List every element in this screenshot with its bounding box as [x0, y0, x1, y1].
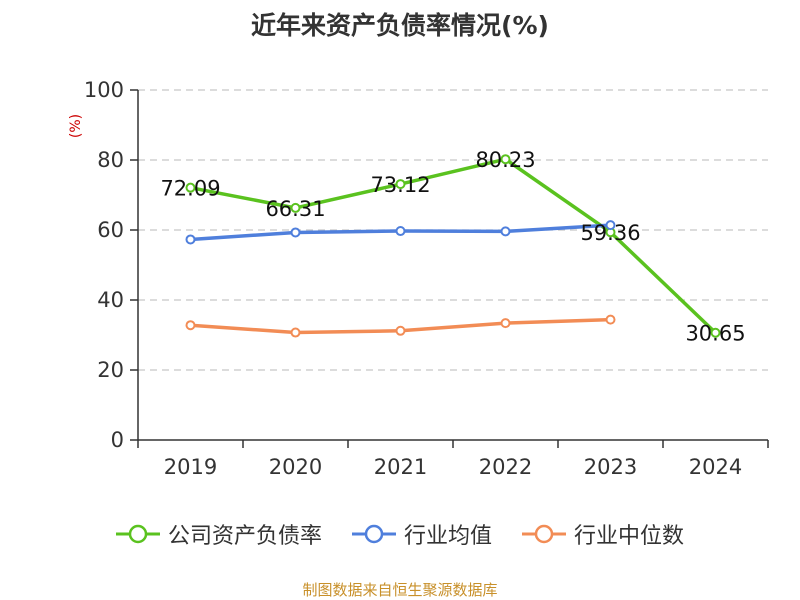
x-tick-label-2024: 2024 [689, 455, 742, 479]
point-company-2021 [395, 179, 406, 190]
point-industry_avg-2020 [290, 227, 301, 238]
y-tick-label-0: 0 [111, 428, 124, 452]
x-tick-label-2020: 2020 [269, 455, 322, 479]
point-industry_median-2020 [290, 327, 301, 338]
y-tick-label-60: 60 [97, 218, 124, 242]
point-industry_median-2021 [395, 325, 406, 336]
legend: 公司资产负债率 行业均值 行业中位数 [0, 518, 800, 550]
point-industry_median-2022 [500, 318, 511, 329]
point-industry_median-2023 [605, 314, 616, 325]
data-label-company-2020: 66.31 [265, 197, 325, 221]
legend-item-company[interactable]: 公司资产负债率 [115, 518, 322, 550]
point-industry_median-2019 [185, 320, 196, 331]
legend-label-industry-median: 行业中位数 [574, 524, 685, 549]
y-tick-label-100: 100 [84, 78, 124, 102]
legend-item-industry-avg[interactable]: 行业均值 [351, 518, 492, 550]
x-tick-label-2022: 2022 [479, 455, 532, 479]
y-tick-label-80: 80 [97, 148, 124, 172]
y-axis-unit-label: (%) [68, 114, 84, 138]
point-company-2024 [710, 327, 721, 338]
legend-industry-avg-line-icon [351, 524, 396, 544]
axes: 0 20 40 60 80 100(%) 2019 2020 2021 2022 2023 2024 [68, 78, 769, 479]
legend-item-industry-median[interactable]: 行业中位数 [522, 518, 684, 550]
point-industry_avg-2021 [395, 226, 406, 237]
point-company-2022 [500, 154, 511, 165]
series-lines [185, 154, 721, 338]
data-label-company-2019: 72.09 [160, 177, 220, 201]
point-company-2019 [185, 182, 196, 193]
y-tick-label-40: 40 [97, 288, 124, 312]
legend-label-company: 公司资产负债率 [167, 524, 322, 549]
point-industry_avg-2023 [605, 220, 616, 231]
legend-label-industry-avg: 行业均值 [403, 524, 492, 549]
data-label-company-2021: 73.12 [370, 173, 430, 197]
data-labels: 72.09 66.31 73.12 80.23 59.36 30.65 [160, 148, 745, 346]
data-label-company-2024: 30.65 [685, 322, 745, 346]
legend-company-line-icon [115, 524, 160, 544]
data-label-company-2023: 59.36 [580, 221, 640, 245]
y-tick-label-20: 20 [97, 358, 124, 382]
legend-industry-median-line-icon [522, 524, 566, 544]
source-note: 制图数据来自恒生聚源数据库 [302, 581, 498, 599]
point-company-2020 [290, 202, 301, 213]
series-line-company [188, 157, 718, 335]
x-tick-label-2019: 2019 [164, 455, 217, 479]
x-tick-label-2021: 2021 [374, 455, 427, 479]
point-industry_avg-2019 [185, 234, 196, 245]
data-label-company-2022: 80.23 [475, 148, 535, 172]
x-tick-label-2023: 2023 [584, 455, 637, 479]
point-industry_avg-2022 [500, 226, 511, 237]
chart-title: 近年来资产负债率情况(%) [251, 11, 549, 40]
